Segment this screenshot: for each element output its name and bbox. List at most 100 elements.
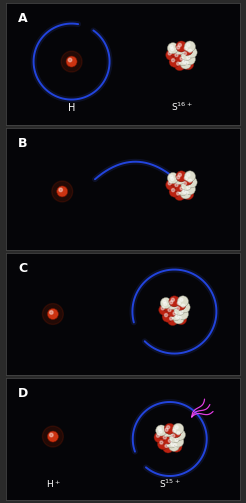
Circle shape [177,62,180,65]
Circle shape [43,426,63,447]
Circle shape [184,184,196,195]
Circle shape [184,171,196,182]
Circle shape [177,308,188,319]
Circle shape [173,312,176,315]
Text: A: A [18,12,28,25]
Circle shape [171,48,174,51]
Circle shape [177,192,180,195]
Circle shape [177,296,188,307]
Circle shape [172,51,184,62]
Circle shape [159,304,170,315]
Circle shape [174,44,185,54]
Circle shape [68,58,72,62]
Circle shape [187,173,190,177]
Circle shape [161,434,172,445]
Circle shape [187,186,190,189]
Circle shape [160,441,163,444]
Circle shape [43,303,63,324]
Circle shape [174,190,185,201]
Circle shape [169,432,180,443]
Circle shape [173,423,184,434]
Circle shape [47,431,58,442]
Circle shape [182,304,184,307]
Circle shape [171,441,182,452]
Circle shape [188,179,192,182]
Text: S$^{16+}$: S$^{16+}$ [170,101,192,113]
Circle shape [168,175,179,186]
Circle shape [171,189,175,192]
Circle shape [184,177,187,180]
Circle shape [170,45,173,48]
Circle shape [181,180,192,191]
Circle shape [183,60,186,63]
Circle shape [167,298,178,309]
Circle shape [182,44,193,55]
Circle shape [172,434,175,437]
Circle shape [156,434,160,437]
Circle shape [163,426,174,437]
Circle shape [172,181,184,192]
Circle shape [184,52,186,55]
Circle shape [184,47,187,50]
Circle shape [167,43,178,54]
Circle shape [178,185,189,196]
Circle shape [161,300,172,311]
Circle shape [180,187,183,190]
Circle shape [170,175,173,178]
Circle shape [174,429,185,440]
Circle shape [168,52,171,55]
Circle shape [174,174,185,185]
Circle shape [166,306,177,317]
Circle shape [176,314,187,325]
Circle shape [168,45,179,56]
Circle shape [163,436,166,439]
Circle shape [168,308,171,311]
Circle shape [50,433,53,437]
Circle shape [176,41,187,52]
Circle shape [154,432,165,443]
Circle shape [164,302,167,306]
Circle shape [178,54,189,65]
Circle shape [163,442,174,453]
Circle shape [183,190,186,193]
Circle shape [175,426,178,429]
Circle shape [170,317,173,320]
Circle shape [173,436,184,447]
Circle shape [175,299,186,310]
Circle shape [169,440,180,451]
Circle shape [184,182,186,185]
Circle shape [66,56,77,67]
Circle shape [178,43,182,46]
Circle shape [162,311,173,322]
Circle shape [182,174,193,185]
Circle shape [186,177,197,188]
Circle shape [173,429,176,432]
Circle shape [166,437,177,448]
Circle shape [61,51,82,72]
Circle shape [167,426,170,429]
Circle shape [156,425,167,436]
Circle shape [183,189,194,200]
Circle shape [188,49,192,52]
Circle shape [177,302,180,305]
Circle shape [180,57,183,60]
Circle shape [174,60,185,71]
Circle shape [173,444,177,447]
Circle shape [170,427,181,438]
Circle shape [156,428,168,439]
Circle shape [159,430,162,433]
Circle shape [180,58,191,69]
Text: C: C [18,262,27,275]
Circle shape [185,191,188,194]
Circle shape [164,423,175,434]
Circle shape [169,296,180,307]
Circle shape [177,432,180,435]
Circle shape [168,182,171,185]
Circle shape [176,307,180,310]
Circle shape [169,56,180,67]
Text: H$^+$: H$^+$ [46,478,60,490]
Circle shape [181,49,192,60]
Circle shape [184,54,196,65]
Circle shape [183,59,194,70]
Circle shape [47,308,58,319]
